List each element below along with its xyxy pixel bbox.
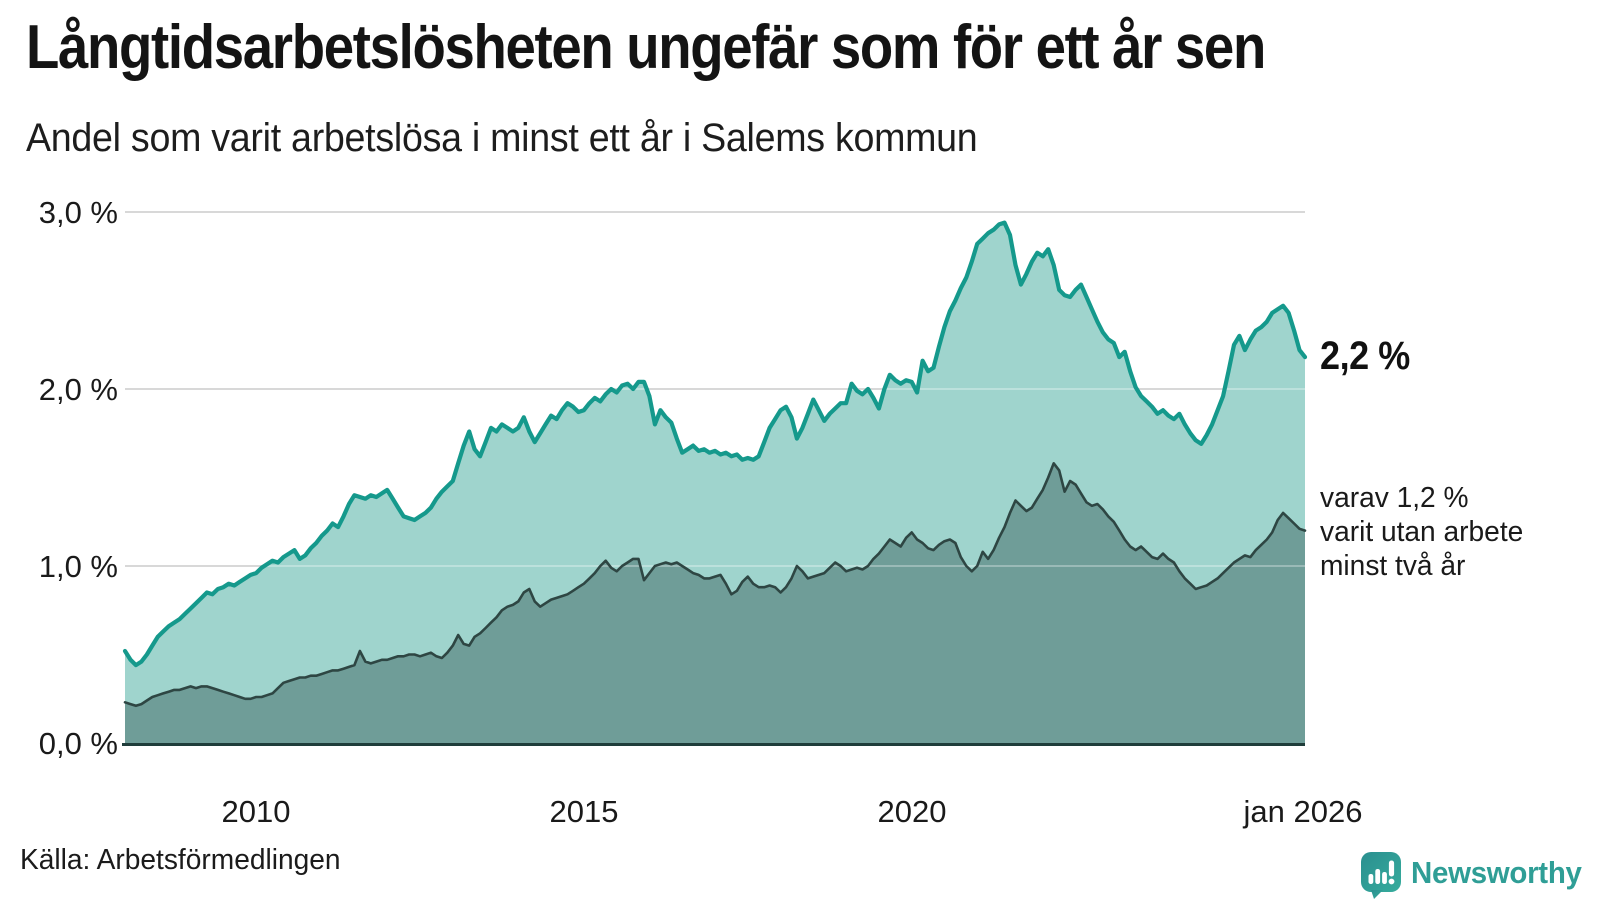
page-subtitle: Andel som varit arbetslösa i minst ett å…	[26, 116, 978, 160]
y-axis-tick-label: 2,0 %	[38, 372, 118, 407]
newsworthy-logo-icon	[1361, 852, 1401, 899]
x-axis-tick-label: 2020	[877, 794, 947, 829]
annotation-line: varav 1,2 %	[1320, 482, 1469, 514]
latest-value-label: 2,2 %	[1320, 334, 1410, 378]
x-axis-tick-label: 2010	[221, 794, 291, 829]
annotation-line: minst två år	[1320, 550, 1466, 582]
x-axis-tick-label: 2015	[549, 794, 619, 829]
y-axis-tick-label: 3,0 %	[38, 195, 118, 230]
newsworthy-logo: Newsworthy	[1360, 851, 1591, 899]
secondary-series-annotation: varav 1,2 % varit utan arbete minst två …	[1320, 481, 1523, 583]
y-axis-tick-label: 0,0 %	[38, 726, 118, 761]
annotation-line: varit utan arbete	[1320, 516, 1524, 548]
source-credit: Källa: Arbetsförmedlingen	[20, 844, 341, 876]
page-title: Långtidsarbetslösheten ungefär som för e…	[26, 13, 1266, 82]
newsworthy-logo-text: Newsworthy	[1411, 855, 1582, 890]
line-unemployed-two-years	[123, 462, 1307, 708]
y-axis-tick-label: 1,0 %	[38, 549, 118, 584]
area-unemployed-two-years	[125, 463, 1305, 743]
x-axis-tick-label: jan 2026	[1243, 794, 1363, 829]
line-unemployed-one-year	[122, 220, 1308, 668]
